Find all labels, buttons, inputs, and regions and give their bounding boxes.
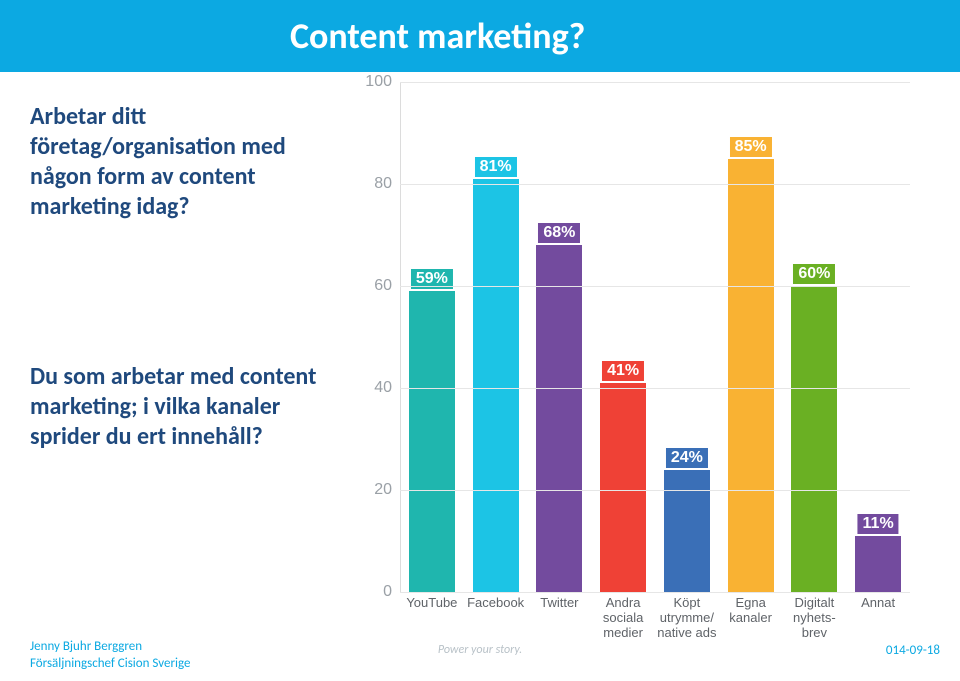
gridline: [400, 490, 910, 491]
bar: 81%: [473, 179, 519, 592]
bar-value-label: 41%: [602, 361, 644, 381]
bar-chart: 59%81%68%41%24%85%60%11% 020406080100 Yo…: [350, 82, 920, 642]
x-tick-label: Twitter: [524, 596, 594, 611]
footer: Jenny Bjuhr Berggren Försäljningschef Ci…: [0, 633, 960, 681]
page-title: Content marketing?: [290, 14, 585, 58]
bar-value-label: 81%: [475, 157, 517, 177]
question-1: Arbetar ditt företag/organisation med nå…: [30, 102, 320, 222]
chart-plot-area: 59%81%68%41%24%85%60%11% 020406080100: [400, 82, 910, 592]
bar-value-label: 24%: [666, 448, 708, 468]
gridline: [400, 184, 910, 185]
header-bar: Content marketing?: [0, 0, 960, 72]
gridline: [400, 82, 910, 83]
x-tick-label: Annat: [843, 596, 913, 611]
bar: 68%: [536, 245, 582, 592]
x-tick-label: YouTube: [397, 596, 467, 611]
question-2: Du som arbetar med content marketing; i …: [30, 362, 320, 452]
gridline: [400, 592, 910, 593]
y-tick-label: 20: [374, 481, 400, 499]
gridline: [400, 388, 910, 389]
footer-slogan: Power your story.: [438, 643, 522, 659]
x-tick-label: Facebook: [461, 596, 531, 611]
bar: 60%: [791, 286, 837, 592]
bar-value-label: 60%: [793, 264, 835, 284]
content-area: Arbetar ditt företag/organisation med nå…: [0, 72, 960, 632]
bar: 59%: [409, 291, 455, 592]
bar: 85%: [728, 159, 774, 593]
footer-date: 014-09-18: [886, 643, 940, 660]
bar-value-label: 85%: [730, 137, 772, 157]
bar: 24%: [664, 470, 710, 592]
y-tick-label: 80: [374, 175, 400, 193]
bar: 41%: [600, 383, 646, 592]
y-tick-label: 100: [365, 73, 400, 91]
y-tick-label: 60: [374, 277, 400, 295]
gridline: [400, 286, 910, 287]
bars-container: 59% 81% 68% 41% 24% 85% 60% 11%: [400, 82, 910, 592]
bar-value-label: 68%: [538, 223, 580, 243]
x-tick-label: Egnakanaler: [716, 596, 786, 626]
bar-value-label: 11%: [858, 514, 899, 534]
bar: 11%: [855, 536, 901, 592]
y-tick-label: 40: [374, 379, 400, 397]
